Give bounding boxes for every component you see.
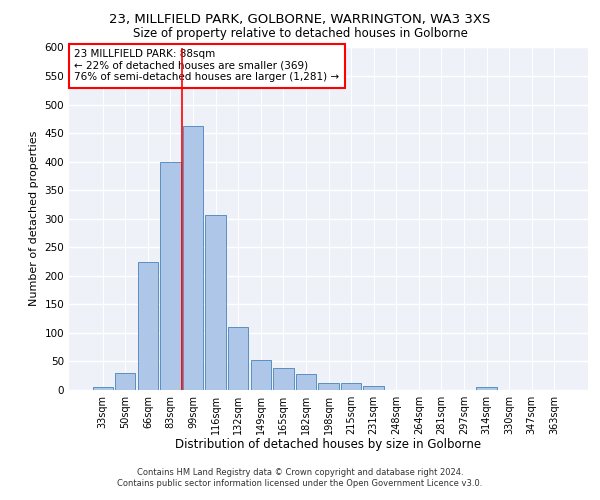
Bar [160,162,181,390]
Text: 23, MILLFIELD PARK, GOLBORNE, WARRINGTON, WA3 3XS: 23, MILLFIELD PARK, GOLBORNE, WARRINGTON… [109,12,491,26]
Bar [138,262,158,390]
Bar [476,387,497,390]
X-axis label: Distribution of detached houses by size in Golborne: Distribution of detached houses by size … [175,438,482,452]
Text: Contains HM Land Registry data © Crown copyright and database right 2024.
Contai: Contains HM Land Registry data © Crown c… [118,468,482,487]
Bar [319,382,338,390]
Bar [296,374,316,390]
Text: Size of property relative to detached houses in Golborne: Size of property relative to detached ho… [133,28,467,40]
Bar [92,387,113,390]
Bar [228,327,248,390]
Text: 23 MILLFIELD PARK: 88sqm
← 22% of detached houses are smaller (369)
76% of semi-: 23 MILLFIELD PARK: 88sqm ← 22% of detach… [74,49,340,82]
Bar [273,368,293,390]
Bar [341,383,361,390]
Bar [183,126,203,390]
Bar [205,215,226,390]
Bar [115,373,136,390]
Y-axis label: Number of detached properties: Number of detached properties [29,131,39,306]
Bar [251,360,271,390]
Bar [364,386,384,390]
